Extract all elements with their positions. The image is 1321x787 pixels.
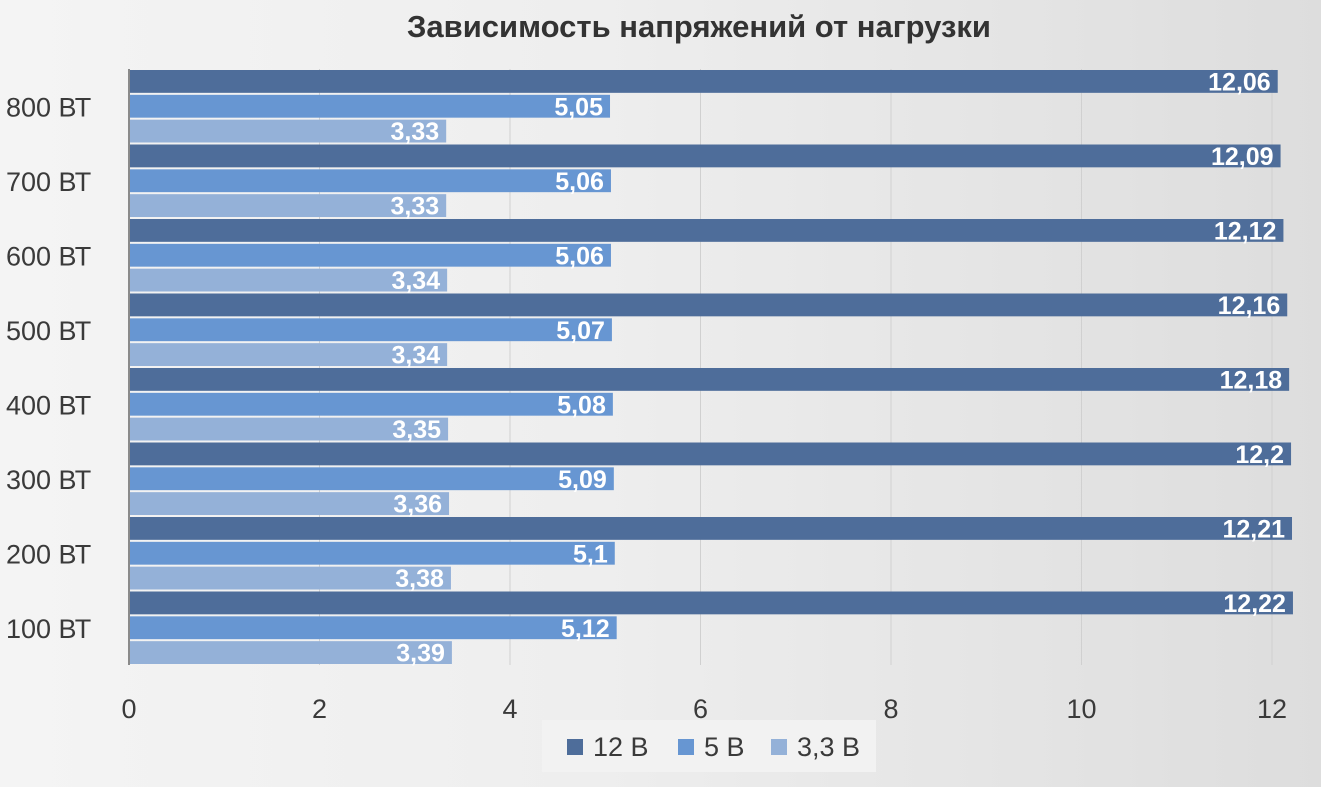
bar: [129, 417, 449, 441]
bar: [129, 268, 448, 292]
bar: [129, 169, 611, 193]
data-label: 12,22: [1223, 590, 1286, 618]
bar: [129, 541, 615, 565]
data-label: 5,09: [558, 466, 607, 494]
x-tick-label: 0: [121, 694, 136, 724]
legend-box: [542, 720, 876, 772]
x-tick-label: 6: [693, 694, 708, 724]
data-label: 3,33: [391, 118, 440, 146]
legend: 12 В 5 В 3,3 В: [542, 720, 876, 772]
bar: [129, 219, 1284, 242]
bar: [129, 243, 611, 267]
legend-swatch: [678, 739, 694, 755]
data-label: 3,36: [393, 491, 442, 519]
category-labels: 800 ВТ 700 ВТ 600 ВТ 500 ВТ 400 ВТ 300 ВТ 200 …: [6, 92, 91, 644]
bar: [129, 94, 611, 118]
bar: [129, 343, 448, 366]
bar: [129, 392, 613, 416]
data-label: 5,05: [554, 93, 603, 121]
category-label: 800 ВТ: [6, 92, 91, 122]
x-tick-label: 2: [312, 694, 327, 724]
data-label: 12,06: [1208, 68, 1271, 96]
x-tick-label: 12: [1257, 694, 1287, 724]
data-label: 5,06: [555, 242, 604, 270]
x-tick-label: 4: [502, 694, 517, 724]
data-label: 5,1: [573, 540, 608, 568]
chart-title: Зависимость напряжений от нагрузки: [407, 9, 991, 44]
bar: [129, 442, 1292, 466]
data-label: 12,12: [1214, 217, 1277, 245]
data-label: 5,06: [555, 168, 604, 196]
category-label: 400 ВТ: [6, 390, 91, 420]
grid-layer: [319, 69, 1273, 665]
bar: [129, 368, 1290, 391]
bars-layer: [129, 70, 1293, 664]
bar: [129, 467, 614, 491]
legend-label: 12 В: [593, 732, 649, 762]
data-label: 5,08: [557, 391, 606, 419]
data-label: 12,09: [1211, 143, 1274, 171]
data-label: 12,2: [1235, 441, 1284, 469]
data-label: 12,16: [1218, 292, 1281, 320]
category-label: 300 ВТ: [6, 465, 91, 495]
category-label: 700 ВТ: [6, 167, 91, 197]
data-label: 3,34: [391, 267, 440, 295]
bar: [129, 517, 1293, 540]
data-label: 3,33: [391, 193, 440, 221]
data-label: 12,21: [1222, 515, 1285, 543]
data-label: 3,34: [391, 342, 440, 370]
category-label: 100 ВТ: [6, 614, 91, 644]
bar: [129, 641, 452, 664]
category-label: 200 ВТ: [6, 539, 91, 569]
bar: [129, 144, 1281, 168]
x-tick-labels: 0 2 4 6 8 10 12: [121, 694, 1287, 724]
legend-label: 5 В: [704, 732, 745, 762]
bar: [129, 318, 612, 342]
bar: [129, 119, 447, 143]
data-label: 3,38: [395, 565, 444, 593]
category-label: 500 ВТ: [6, 316, 91, 346]
legend-swatch: [771, 739, 787, 755]
data-label: 5,07: [556, 317, 605, 345]
x-tick-label: 8: [883, 694, 898, 724]
data-label: 5,12: [561, 615, 610, 643]
bar: [129, 70, 1278, 93]
x-tick-label: 10: [1066, 694, 1096, 724]
legend-swatch: [567, 739, 583, 755]
bar: [129, 293, 1288, 317]
data-label: 3,39: [396, 640, 445, 668]
data-label: 12,18: [1220, 366, 1283, 394]
legend-label: 3,3 В: [797, 732, 860, 762]
bar: [129, 566, 451, 590]
bar: [129, 194, 447, 217]
bar: [129, 492, 450, 515]
labels-layer: 12,06 5,05 3,33 12,09 5,06 3,33 12,12 5,06 3,34 1…: [391, 68, 1286, 667]
bar: [129, 591, 1293, 615]
bar: [129, 616, 617, 640]
data-label: 3,35: [392, 416, 441, 444]
category-label: 600 ВТ: [6, 241, 91, 271]
